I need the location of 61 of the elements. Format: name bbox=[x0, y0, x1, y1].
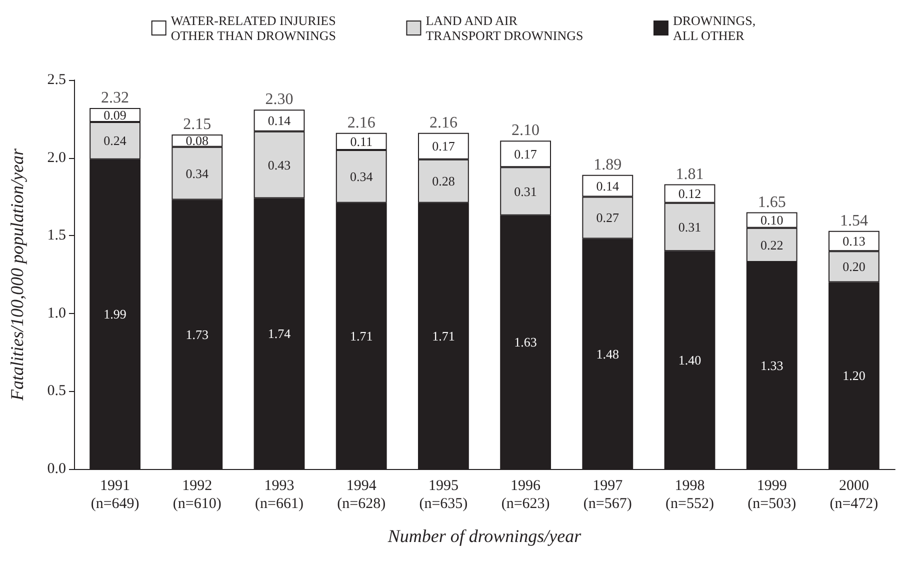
data-label: 1.63 bbox=[514, 334, 537, 350]
total-label: 2.15 bbox=[183, 116, 212, 133]
x-axis-title: Number of drownings/year bbox=[386, 526, 582, 546]
data-label: 0.28 bbox=[432, 174, 455, 189]
data-label: 1.20 bbox=[842, 368, 866, 384]
total-label: 2.32 bbox=[101, 90, 130, 107]
total-label: 1.89 bbox=[594, 156, 622, 174]
data-label: 0.11 bbox=[350, 134, 372, 149]
y-tick-label: 0.5 bbox=[47, 383, 66, 400]
data-label: 0.09 bbox=[104, 108, 126, 123]
data-label: 0.31 bbox=[514, 184, 537, 199]
data-label: 0.13 bbox=[842, 234, 866, 249]
data-label: 1.99 bbox=[104, 306, 126, 322]
data-label: 0.27 bbox=[596, 210, 620, 226]
data-label: 0.17 bbox=[514, 146, 538, 162]
data-label: 0.14 bbox=[268, 112, 292, 128]
x-tick-label: 1999 (n=503) bbox=[748, 478, 796, 512]
data-label: 1.71 bbox=[350, 328, 373, 344]
total-label: 1.65 bbox=[758, 194, 786, 211]
legend-label: LAND AND AIR TRANSPORT DROWNINGS bbox=[426, 13, 584, 43]
data-label: 1.74 bbox=[268, 326, 292, 342]
data-label: 0.08 bbox=[186, 133, 209, 148]
data-label: 1.40 bbox=[678, 352, 702, 368]
y-tick-label: 0.0 bbox=[47, 461, 66, 477]
data-label: 0.10 bbox=[760, 212, 784, 228]
x-tick-label: 2000 (n=472) bbox=[830, 478, 878, 512]
data-label: 1.73 bbox=[186, 326, 209, 342]
total-label: 2.30 bbox=[265, 91, 294, 108]
data-label: 0.12 bbox=[678, 186, 702, 202]
y-tick-label: 2.5 bbox=[47, 72, 66, 88]
data-label: 1.33 bbox=[760, 358, 784, 374]
data-label: 0.20 bbox=[842, 259, 866, 274]
y-tick-label: 1.5 bbox=[47, 228, 66, 244]
data-label: 0.43 bbox=[268, 157, 291, 172]
data-label: 0.24 bbox=[104, 133, 127, 148]
x-tick-label: 1996 (n=623) bbox=[501, 478, 550, 512]
total-label: 2.16 bbox=[347, 114, 376, 132]
data-label: 0.22 bbox=[760, 237, 784, 252]
x-tick-label: 1997 (n=567) bbox=[583, 478, 632, 512]
total-label: 2.10 bbox=[512, 122, 540, 140]
data-label: 0.31 bbox=[678, 220, 702, 235]
x-tick-label: 1998 (n=552) bbox=[666, 478, 714, 512]
data-label: 1.71 bbox=[432, 328, 455, 344]
y-tick-label: 2.0 bbox=[47, 150, 66, 166]
legend-label: DROWNINGS, ALL OTHER bbox=[672, 13, 756, 43]
total-label: 1.81 bbox=[676, 166, 704, 183]
x-tick-label: 1991 (n=649) bbox=[90, 478, 140, 512]
data-label: 0.17 bbox=[432, 138, 456, 154]
y-axis-title: Fatalities/100,000 population/year bbox=[7, 148, 27, 402]
data-label: 0.34 bbox=[350, 168, 374, 184]
x-tick-label: 1992 (n=610) bbox=[172, 478, 222, 512]
legend-label: WATER-RELATED INJURIES OTHER THAN DROWNINGS bbox=[170, 13, 336, 43]
data-label: 0.14 bbox=[596, 178, 620, 194]
x-tick-label: 1993 (n=661) bbox=[255, 478, 304, 512]
data-label: 0.34 bbox=[186, 166, 210, 181]
x-tick-label: 1995 (n=635) bbox=[419, 478, 468, 512]
y-tick-label: 1.0 bbox=[47, 305, 66, 322]
x-tick-label: 1994 (n=628) bbox=[337, 478, 386, 512]
data-label: 1.48 bbox=[596, 346, 620, 362]
total-label: 2.16 bbox=[429, 114, 458, 132]
total-label: 1.54 bbox=[840, 212, 868, 230]
